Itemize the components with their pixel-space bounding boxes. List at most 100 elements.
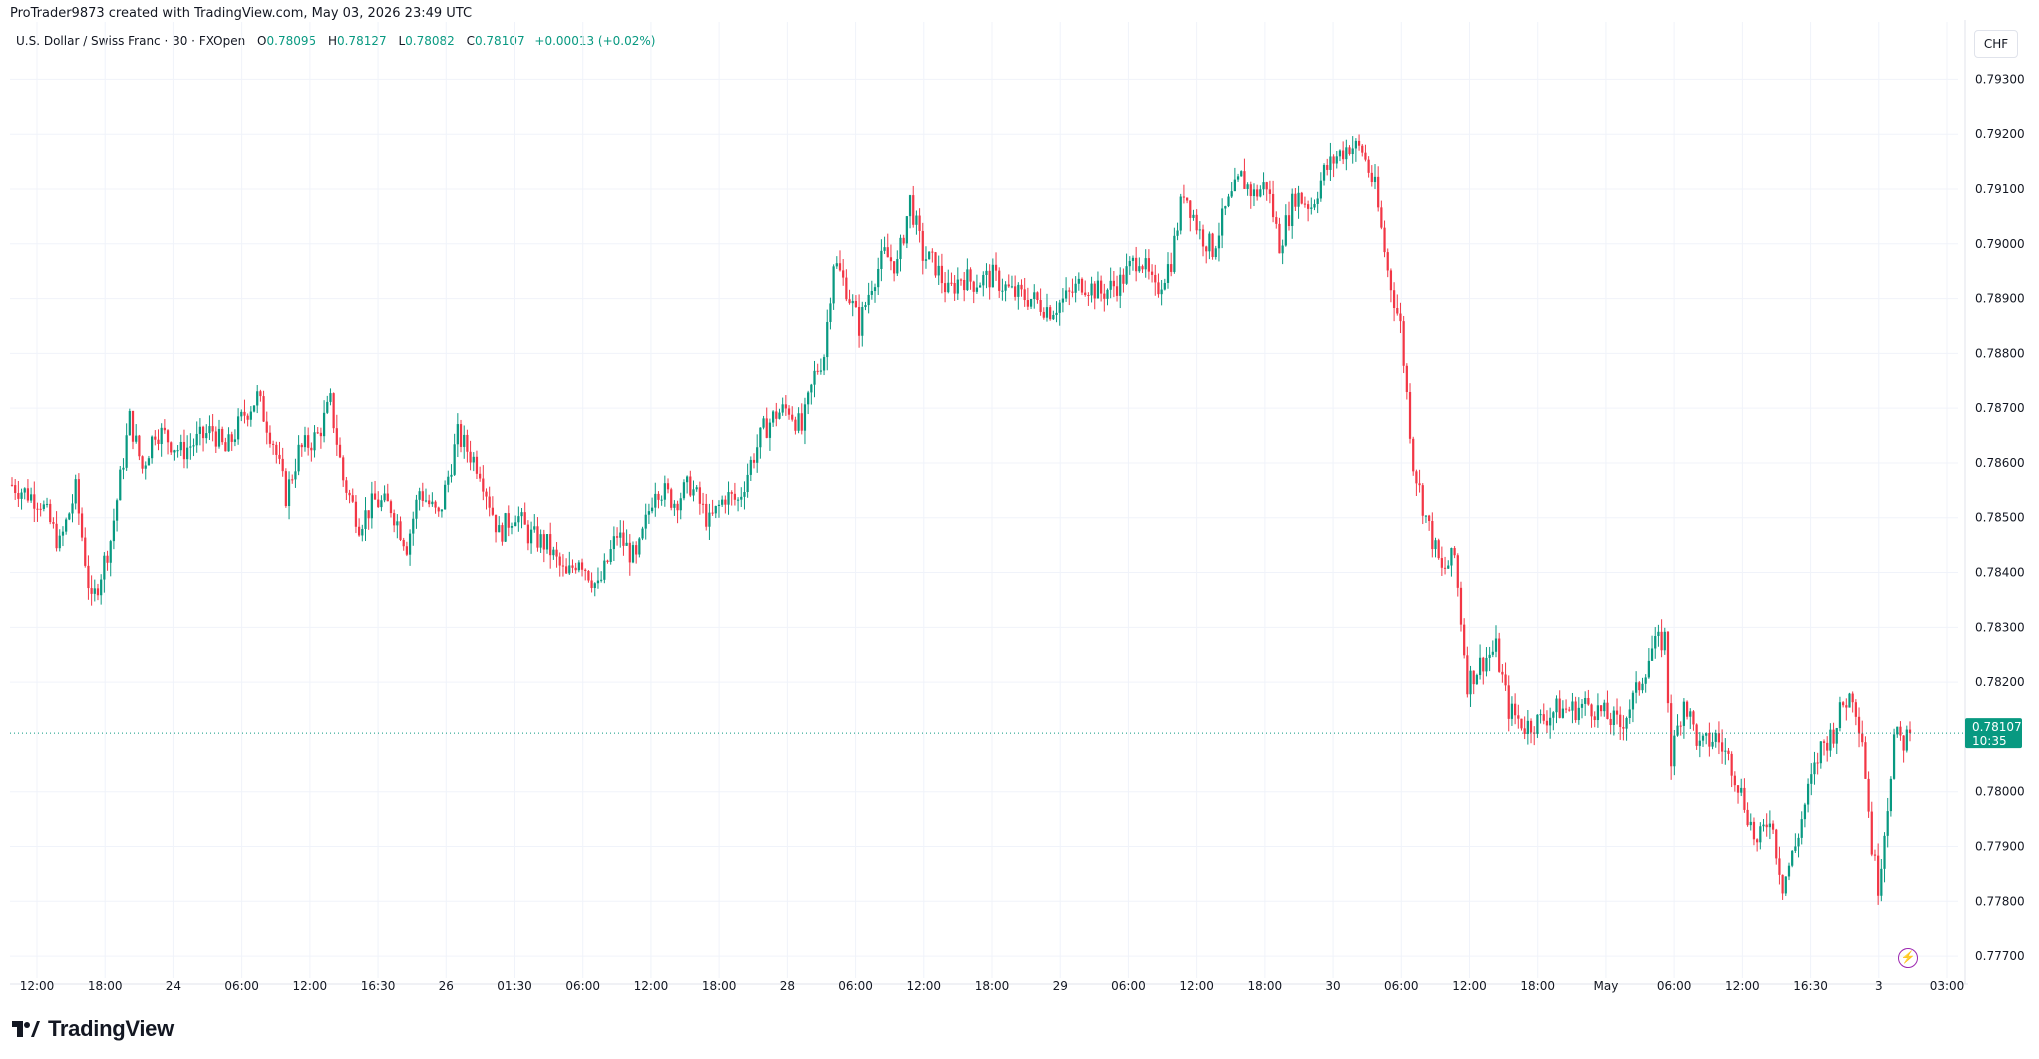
candle-body — [676, 503, 679, 511]
candle-body — [176, 450, 179, 452]
candle — [552, 546, 555, 560]
candle-body — [746, 474, 749, 493]
currency-button[interactable]: CHF — [1974, 30, 2018, 58]
candle-body — [886, 247, 889, 258]
candle-body — [985, 270, 988, 275]
price-tick-label: 0.79300 — [1975, 72, 2025, 86]
candle — [151, 435, 154, 464]
candle — [1529, 718, 1533, 744]
candle-body — [1434, 540, 1437, 550]
candle-body — [717, 504, 721, 506]
candle-body — [1759, 826, 1762, 843]
candle-body — [358, 526, 361, 536]
candle — [762, 415, 765, 430]
candle — [1870, 801, 1873, 857]
candle-body — [1529, 720, 1533, 733]
candle-body — [1402, 321, 1405, 366]
candle — [1778, 846, 1781, 885]
candle — [36, 502, 39, 522]
candle — [329, 388, 332, 406]
candle-body — [934, 252, 937, 276]
candle-body — [1243, 171, 1246, 189]
candle-body — [373, 493, 377, 500]
candle — [1080, 277, 1084, 296]
candle — [832, 264, 835, 310]
candle — [807, 390, 810, 415]
candle-body — [402, 539, 405, 547]
tradingview-brand[interactable]: TradingView — [12, 1016, 174, 1042]
candle — [998, 267, 1001, 298]
candle-body — [354, 501, 358, 527]
candle — [1182, 184, 1186, 204]
candle-body — [1826, 742, 1829, 751]
candle-body — [428, 500, 431, 505]
candle — [227, 427, 230, 452]
candle-body — [1049, 307, 1052, 320]
candle-body — [29, 494, 33, 501]
candle — [338, 437, 342, 459]
time-tick-label: 06:00 — [1657, 979, 1692, 993]
candle-body — [1673, 735, 1676, 767]
candle-body — [787, 408, 791, 415]
candle-body — [138, 435, 141, 457]
candle-body — [488, 496, 491, 508]
candle-body — [768, 422, 772, 438]
candle-body — [294, 471, 297, 480]
candle — [1408, 383, 1412, 444]
candle-body — [1803, 804, 1807, 820]
candle — [1536, 714, 1539, 738]
candle-body — [287, 479, 291, 507]
candle — [1440, 546, 1443, 576]
candle — [1058, 299, 1061, 326]
candle — [803, 397, 807, 445]
candle — [1784, 876, 1787, 897]
candle — [1128, 256, 1131, 275]
candle-body — [638, 538, 641, 555]
candle — [631, 541, 635, 564]
candle — [221, 426, 224, 445]
candle-body — [1150, 271, 1154, 275]
candle — [568, 551, 571, 575]
candle — [819, 358, 822, 375]
candle — [1147, 249, 1151, 280]
symbol-name[interactable]: U.S. Dollar / Swiss Franc · 30 · FXOpen — [16, 34, 246, 48]
candle — [42, 500, 45, 512]
candle — [1663, 627, 1666, 655]
candle-body — [650, 507, 654, 512]
candle-body — [364, 510, 367, 529]
lightning-icon[interactable]: ⚡ — [1898, 948, 1918, 968]
candle-body — [408, 533, 412, 555]
time-tick-label: 26 — [439, 979, 454, 993]
candle-body — [154, 436, 157, 440]
candle-body — [1023, 289, 1026, 301]
candle — [517, 506, 520, 532]
candle-body — [682, 482, 686, 499]
candle-body — [1870, 811, 1873, 855]
candle-body — [10, 484, 14, 486]
candle — [577, 560, 580, 573]
candle-body — [654, 493, 657, 508]
candle — [294, 458, 297, 488]
candle-body — [822, 357, 826, 371]
candle — [26, 479, 30, 503]
candle-body — [1466, 655, 1469, 695]
candle — [284, 468, 287, 508]
candle — [1641, 677, 1644, 694]
candle — [1494, 625, 1498, 658]
candle — [1806, 778, 1810, 813]
candle-body — [1714, 733, 1717, 742]
candle — [829, 297, 832, 330]
candle-body — [437, 507, 440, 512]
candle — [628, 534, 631, 576]
candle-body — [1173, 235, 1176, 272]
candle-body — [867, 294, 870, 306]
symbol-legend: U.S. Dollar / Swiss Franc · 30 · FXOpen … — [16, 34, 655, 48]
candle — [431, 492, 434, 507]
candle-body — [889, 257, 893, 262]
candle — [835, 256, 838, 269]
candle-body — [1692, 711, 1695, 725]
candle-body — [612, 536, 615, 550]
candle-body — [1482, 657, 1485, 672]
candle-body — [453, 444, 456, 475]
